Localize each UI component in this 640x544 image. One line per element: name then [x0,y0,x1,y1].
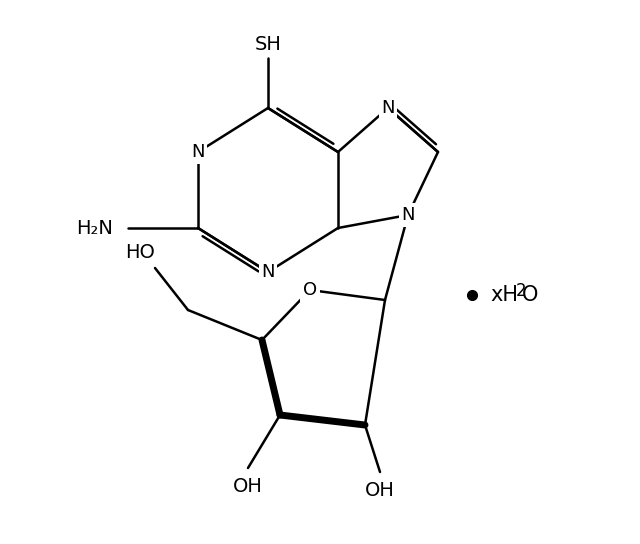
Text: O: O [522,285,538,305]
Text: HO: HO [125,243,155,262]
Text: OH: OH [365,480,395,499]
Text: N: N [381,99,395,117]
Text: N: N [401,206,415,224]
Text: xH: xH [490,285,518,305]
Text: OH: OH [233,477,263,496]
Text: H₂N: H₂N [77,219,113,238]
Text: N: N [261,263,275,281]
Text: O: O [303,281,317,299]
Text: SH: SH [255,34,282,53]
Text: 2: 2 [516,282,527,300]
Text: N: N [191,143,205,161]
